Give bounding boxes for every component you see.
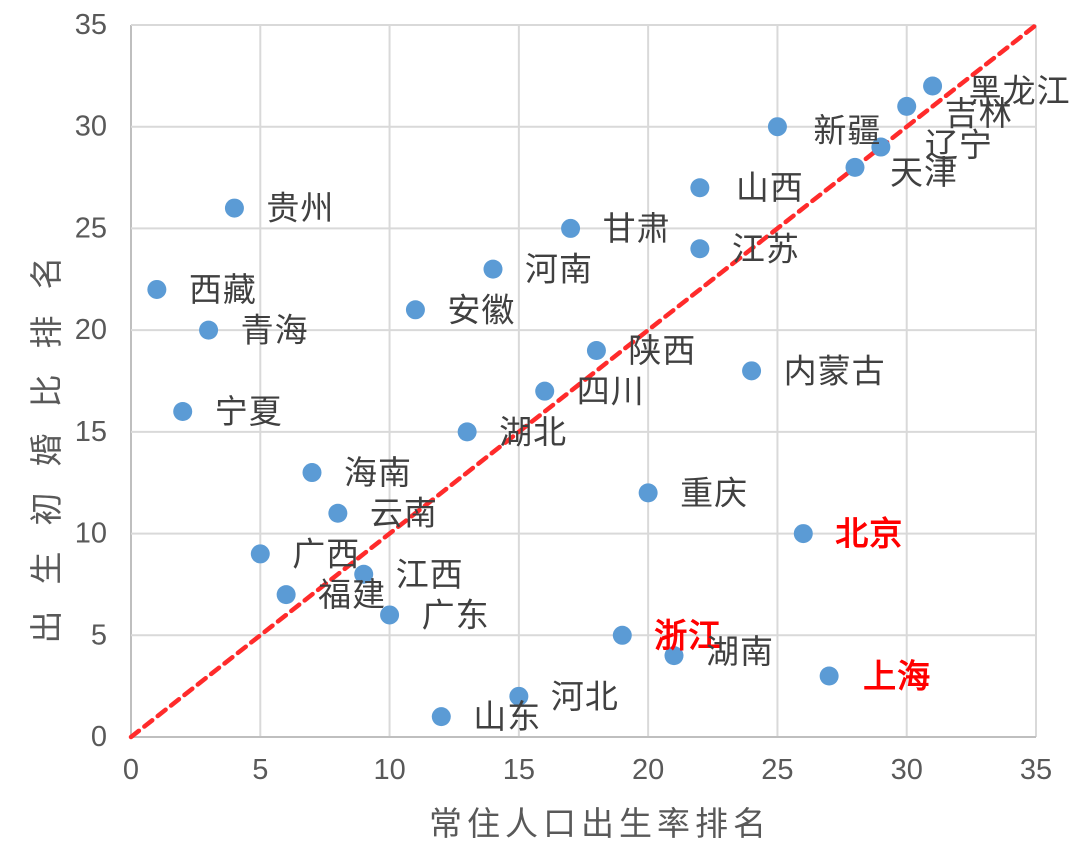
point-label: 江苏	[732, 230, 800, 267]
data-point	[897, 96, 917, 116]
y-tick-label: 10	[75, 518, 107, 550]
data-point	[173, 402, 193, 422]
data-point	[328, 503, 348, 523]
data-point	[561, 218, 581, 238]
x-tick-label: 30	[891, 754, 923, 786]
point-label: 西藏	[189, 271, 257, 308]
point-label: 重庆	[680, 474, 748, 511]
point-label: 黑龙江	[969, 73, 1071, 110]
data-point	[483, 259, 503, 279]
data-point	[535, 381, 555, 401]
point-label: 河北	[551, 678, 619, 715]
point-label-highlighted: 北京	[835, 515, 903, 552]
point-label: 四川	[577, 373, 645, 410]
x-tick-label: 25	[761, 754, 793, 786]
point-label: 贵州	[266, 190, 334, 227]
data-point	[767, 117, 787, 137]
y-tick-label: 5	[91, 619, 107, 651]
data-point	[871, 137, 891, 157]
point-label: 江西	[396, 556, 464, 593]
point-label: 福建	[318, 576, 386, 613]
point-label: 广东	[422, 596, 490, 633]
point-label: 安徽	[447, 291, 515, 328]
data-point	[250, 544, 270, 564]
point-label: 陕西	[628, 332, 696, 369]
data-point	[380, 605, 400, 625]
point-label: 云南	[370, 495, 438, 532]
data-point	[923, 76, 943, 96]
point-label: 新疆	[813, 112, 881, 149]
data-point	[664, 646, 684, 666]
point-label: 河南	[525, 251, 593, 288]
point-label: 青海	[241, 312, 309, 349]
point-label: 山东	[473, 698, 541, 735]
point-label: 辽宁	[925, 127, 993, 164]
point-label: 湖南	[706, 633, 774, 670]
data-point	[690, 239, 710, 259]
y-tick-label: 30	[75, 111, 107, 143]
data-point	[845, 157, 865, 177]
data-point	[354, 564, 374, 584]
data-point	[147, 279, 167, 299]
point-label: 宁夏	[215, 393, 283, 430]
data-point	[819, 666, 839, 686]
x-tick-label: 15	[503, 754, 535, 786]
x-tick-label: 0	[123, 754, 139, 786]
data-point	[612, 625, 632, 645]
y-tick-label: 25	[75, 212, 107, 244]
data-point	[405, 300, 425, 320]
x-tick-label: 20	[632, 754, 664, 786]
point-label: 天津	[890, 154, 958, 191]
point-label: 吉林	[945, 95, 1013, 132]
point-label: 内蒙古	[784, 352, 886, 389]
data-point	[224, 198, 244, 218]
data-point	[431, 707, 451, 727]
y-axis-title: 出生初婚比排名	[28, 230, 65, 644]
x-tick-label: 5	[252, 754, 268, 786]
x-tick-label: 35	[1020, 754, 1052, 786]
point-label: 甘肃	[603, 210, 671, 247]
data-point	[457, 422, 477, 442]
data-point	[742, 361, 762, 381]
data-point	[199, 320, 219, 340]
data-point	[638, 483, 658, 503]
point-label: 广西	[292, 535, 360, 572]
point-label: 海南	[344, 454, 412, 491]
point-label-highlighted: 浙江	[654, 617, 722, 654]
data-point	[302, 463, 322, 483]
point-label: 湖北	[499, 413, 567, 450]
x-tick-label: 10	[373, 754, 405, 786]
data-point	[586, 340, 606, 360]
y-tick-label: 20	[75, 314, 107, 346]
y-tick-label: 35	[75, 9, 107, 41]
data-point	[509, 686, 529, 706]
data-point	[793, 524, 813, 544]
data-point	[276, 585, 296, 605]
y-tick-label: 15	[75, 416, 107, 448]
x-axis-title: 常住人口出生率排名	[429, 805, 771, 842]
point-label: 山西	[736, 169, 804, 206]
y-tick-label: 0	[91, 721, 107, 753]
point-label-highlighted: 上海	[863, 657, 931, 694]
data-point	[690, 178, 710, 198]
